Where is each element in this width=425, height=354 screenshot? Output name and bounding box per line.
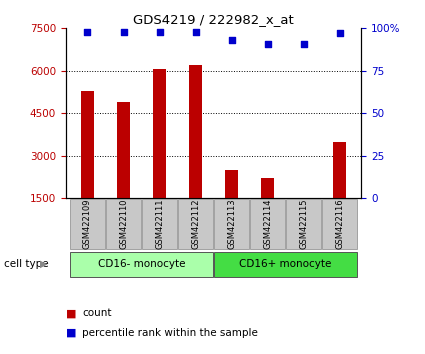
FancyBboxPatch shape <box>142 199 177 249</box>
Text: ▶: ▶ <box>40 259 47 269</box>
Text: GSM422109: GSM422109 <box>83 199 92 249</box>
Bar <box>81 91 94 198</box>
Text: count: count <box>82 308 111 318</box>
Title: GDS4219 / 222982_x_at: GDS4219 / 222982_x_at <box>133 13 294 26</box>
Text: ■: ■ <box>66 308 76 318</box>
FancyBboxPatch shape <box>286 199 321 249</box>
Text: GSM422114: GSM422114 <box>263 199 272 249</box>
Text: CD16- monocyte: CD16- monocyte <box>98 258 185 269</box>
Point <box>120 29 127 35</box>
Text: GSM422112: GSM422112 <box>191 199 200 249</box>
Bar <box>189 65 202 198</box>
Text: GSM422110: GSM422110 <box>119 199 128 249</box>
FancyBboxPatch shape <box>214 252 357 276</box>
Point <box>228 38 235 43</box>
Point <box>156 29 163 35</box>
Bar <box>298 198 310 207</box>
Point <box>264 41 271 46</box>
Point <box>300 41 307 46</box>
FancyBboxPatch shape <box>178 199 213 249</box>
Text: CD16+ monocyte: CD16+ monocyte <box>239 258 332 269</box>
Point <box>336 30 343 36</box>
FancyBboxPatch shape <box>322 199 357 249</box>
Text: percentile rank within the sample: percentile rank within the sample <box>82 328 258 338</box>
FancyBboxPatch shape <box>70 199 105 249</box>
Text: GSM422116: GSM422116 <box>335 199 344 249</box>
Text: GSM422113: GSM422113 <box>227 199 236 249</box>
Text: GSM422115: GSM422115 <box>299 199 308 249</box>
Text: cell type: cell type <box>4 259 49 269</box>
Bar <box>153 69 166 198</box>
Text: GSM422111: GSM422111 <box>155 199 164 249</box>
FancyBboxPatch shape <box>70 252 213 276</box>
Bar <box>225 170 238 198</box>
FancyBboxPatch shape <box>250 199 285 249</box>
Text: ■: ■ <box>66 328 76 338</box>
Bar <box>117 102 130 198</box>
FancyBboxPatch shape <box>214 199 249 249</box>
Point <box>84 29 91 35</box>
Bar <box>261 178 274 198</box>
FancyBboxPatch shape <box>106 199 141 249</box>
Bar <box>333 142 346 198</box>
Point <box>192 29 199 35</box>
